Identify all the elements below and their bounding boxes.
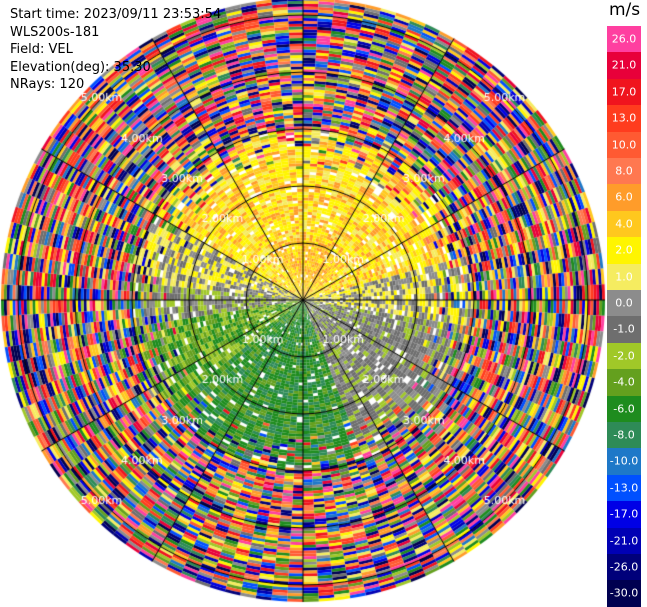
nrays-label: NRays: 120 — [10, 77, 85, 92]
colorbar-tick-label: 8.0 — [615, 164, 633, 178]
elevation-label: Elevation(deg): 35.30 — [10, 59, 151, 75]
colorbar-tick-label: 2.0 — [615, 243, 633, 257]
colorbar-segment — [607, 395, 641, 423]
colorbar-tick-label: -8.0 — [613, 428, 635, 442]
colorbar-tick-label: -4.0 — [613, 375, 635, 389]
colorbar-tick-label: -26.0 — [609, 560, 639, 574]
colorbar-tick-label: 4.0 — [615, 217, 633, 231]
colorbar-segment — [607, 448, 641, 476]
colorbar-tick-label: -1.0 — [613, 322, 635, 336]
colorbar-tick-label: 6.0 — [615, 190, 633, 204]
colorbar-segment — [607, 184, 641, 212]
colorbar-tick-label: -6.0 — [613, 402, 635, 416]
colorbar-segment — [607, 263, 641, 291]
start-time-label: Start time: 2023/09/11 23:53:54 — [10, 7, 222, 22]
colorbar-tick-label: 26.0 — [611, 32, 637, 46]
colorbar-tick-label: -2.0 — [613, 349, 635, 363]
colorbar-segment — [607, 527, 641, 555]
colorbar-tick-label: -10.0 — [609, 454, 639, 468]
colorbar-unit: m/s — [609, 0, 641, 20]
colorbar-segment — [607, 474, 641, 502]
colorbar-segment — [607, 342, 641, 370]
colorbar-segment — [607, 105, 641, 133]
colorbar-segment — [607, 78, 641, 106]
colorbar-tick-label: 21.0 — [611, 58, 637, 72]
colorbar-segment — [607, 422, 641, 449]
colorbar-segment — [607, 501, 641, 529]
colorbar-tick-label: 1.0 — [615, 270, 633, 284]
colorbar-segment — [607, 52, 641, 80]
colorbar-tick-label: 13.0 — [611, 111, 637, 125]
colorbar-segment — [607, 369, 641, 397]
colorbar-tick-label: -13.0 — [609, 481, 639, 495]
colorbar-segment — [607, 26, 641, 53]
colorbar-segment — [607, 237, 641, 265]
info-panel: Start time: 2023/09/11 23:53:54 WLS200s-… — [10, 6, 221, 94]
colorbar-segment — [607, 316, 641, 344]
colorbar-segment — [607, 290, 641, 317]
colorbar-tick-label: 10.0 — [611, 138, 637, 152]
radar-ppi-plot — [0, 0, 607, 607]
colorbar-segment — [607, 210, 641, 238]
colorbar-segment — [607, 554, 641, 581]
colorbar-tick-label: 17.0 — [611, 85, 637, 99]
colorbar-segment — [607, 580, 641, 607]
colorbar: 26.0 21.0 17.0 13.0 10.0 8.0 6.0 4.0 2.0 1.0 0.0 -1… — [607, 26, 647, 607]
field-label: Field: VEL — [10, 42, 73, 57]
colorbar-tick-label: -21.0 — [609, 534, 639, 548]
colorbar-tick-label: 0.0 — [615, 296, 633, 310]
colorbar-tick-label: -30.0 — [609, 586, 639, 600]
instrument-label: WLS200s-181 — [10, 24, 100, 40]
colorbar-segment — [607, 158, 641, 185]
colorbar-segment — [607, 131, 641, 159]
colorbar-tick-label: -17.0 — [609, 507, 639, 521]
